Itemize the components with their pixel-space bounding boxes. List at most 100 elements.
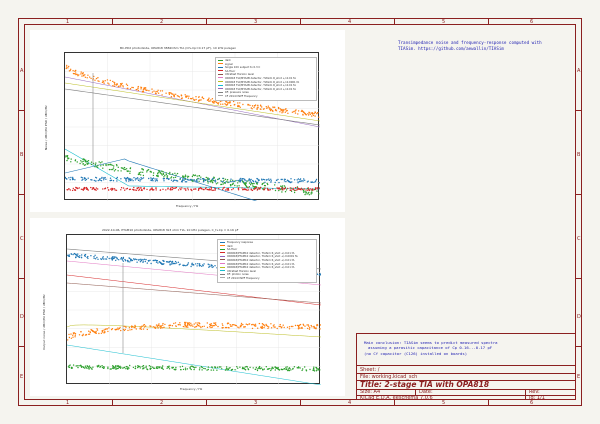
plot-bottom-response-point [142, 260, 144, 262]
plot-bottom-floor-point [207, 366, 210, 368]
plot-bottom-dark-point [302, 324, 305, 326]
plot-bottom-floor-point [267, 368, 269, 370]
plot-top-dark-point [100, 165, 102, 167]
plot-bottom-dark-point [74, 334, 76, 336]
tb-id: Id: 1/1 [529, 395, 545, 401]
plot-top-signal-point [84, 76, 87, 78]
plot-bottom-floor-point [189, 366, 191, 369]
plot-bottom-dark-point [290, 325, 293, 328]
plot-top-signal-point [75, 73, 77, 76]
plot-bottom-dark-point [78, 334, 81, 336]
plot-bottom-floor-point [204, 368, 206, 370]
plot-top-photodiode-point [112, 180, 115, 182]
zone-tick [576, 110, 582, 111]
plot-top-signal-point [120, 83, 122, 85]
plot-top-floor-point [180, 188, 182, 191]
plot-bottom-response-point [122, 256, 125, 259]
plot-top-photodiode-point [304, 179, 306, 181]
plot-image-top: BC-PD2 photodiode, OPA818 3882Ohm TIA (C… [30, 30, 345, 222]
plot-top-signal-point [108, 83, 110, 85]
plot-top-signal-point [72, 70, 74, 72]
plot-bottom-floor-point [129, 364, 131, 367]
plot-top-signal-point [279, 108, 282, 110]
plot-top-dark-point [267, 183, 269, 186]
plot-bottom-response-point [121, 258, 123, 260]
plot-top-floor-point [227, 187, 230, 190]
plot-top-floor-point [227, 189, 230, 191]
plot-top-signal-point [254, 104, 257, 106]
plot-top-dark-point [123, 168, 125, 171]
plot-top-dark-point [138, 172, 140, 174]
plot-top-dark-point [253, 186, 256, 188]
plot-top-dark-point [150, 170, 152, 173]
plot-bottom-dark-point [270, 323, 272, 325]
plot-bottom-floor-point [221, 368, 223, 370]
plot-top-dark-point [129, 170, 131, 172]
plot-bottom-floor-point [90, 366, 92, 369]
plot-bottom-dark-point [95, 332, 97, 334]
plot-bottom-floor-point [186, 368, 189, 370]
legend-label: dark [225, 59, 231, 62]
plot-bottom-floor-point [287, 369, 289, 372]
plot-bottom-dark-point [286, 326, 289, 328]
plot-top-floor-point [107, 189, 110, 191]
plot-top-signal-point [291, 111, 294, 113]
plot-top-photodiode-point [239, 178, 241, 180]
plot-top-dark-point [283, 185, 286, 187]
plot-bottom-dark-point [102, 331, 104, 333]
plot-top-signal-point [242, 103, 244, 106]
plot-top-signal-point [168, 92, 170, 94]
plot-top-signal-point [195, 98, 197, 101]
plot-top-dark-point [311, 190, 313, 192]
plot-top-signal-point [95, 77, 98, 80]
plot-top-dark-point [280, 185, 282, 187]
zone-tick [112, 18, 113, 24]
plot-bottom-response-point [157, 262, 159, 264]
plot-top-signal-point [127, 87, 129, 89]
plot-bottom-floor-point [119, 367, 122, 369]
plot-top-floor-point [317, 188, 319, 190]
plot-bottom-response-point [175, 262, 178, 264]
plot-top-signal-point [208, 97, 210, 99]
plot-bottom-floor-point [317, 369, 320, 371]
plot-top-photodiode-point [264, 181, 266, 183]
plot-top-dark-point [110, 168, 112, 171]
plot-top-signal-point [117, 86, 120, 88]
plot-top-photodiode-point [103, 179, 105, 181]
plot-top-photodiode-point [255, 181, 257, 183]
plot-bottom-response-point [139, 261, 142, 263]
plot-bottom-floor-point [117, 365, 119, 367]
plot-bottom-dark-point [221, 327, 224, 329]
plot-bottom-dark-point [251, 327, 254, 330]
plot-top-dark-point [175, 174, 177, 176]
plot-bottom-floor-point [216, 369, 218, 371]
plot-top-photodiode-point [181, 179, 184, 182]
plot-top-photodiode-point [288, 180, 290, 183]
plot-top-signal-point [126, 84, 129, 87]
plot-bottom-dark-point [72, 332, 75, 334]
plot-bottom-dark-point [72, 336, 74, 338]
plot-bottom-dark-point [319, 328, 321, 330]
plot-top-photodiode-point [212, 177, 214, 180]
zone-col-5-top: 5 [442, 19, 446, 25]
plot-bottom-dark-point [182, 325, 185, 328]
legend-label: signal [225, 62, 233, 66]
plot-top-dark-point [108, 163, 110, 166]
plot-bottom-response-point [118, 259, 120, 261]
plot-top-photodiode-point [293, 179, 296, 181]
legend-swatch [220, 259, 225, 261]
plot-top-legend-item: dark [218, 59, 314, 63]
plot-top-signal-point [227, 101, 229, 104]
plot-bottom-dark-point [282, 324, 284, 326]
plot-top-floor-point [214, 189, 216, 191]
plot-bottom-floor-point [101, 365, 103, 367]
plot-top-photodiode-point [93, 179, 95, 182]
plot-bottom-dark-point [134, 324, 136, 327]
plot-bottom-dark-point [107, 330, 109, 333]
plot-bottom-floor-point [190, 368, 192, 371]
plot-top-floor-point [193, 188, 195, 190]
zone-col-2-bottom: 2 [160, 400, 164, 406]
plot-top-floor-point [179, 187, 181, 189]
plot-bottom-floor-point [168, 365, 170, 367]
plot-bottom-floor-point [237, 367, 239, 369]
